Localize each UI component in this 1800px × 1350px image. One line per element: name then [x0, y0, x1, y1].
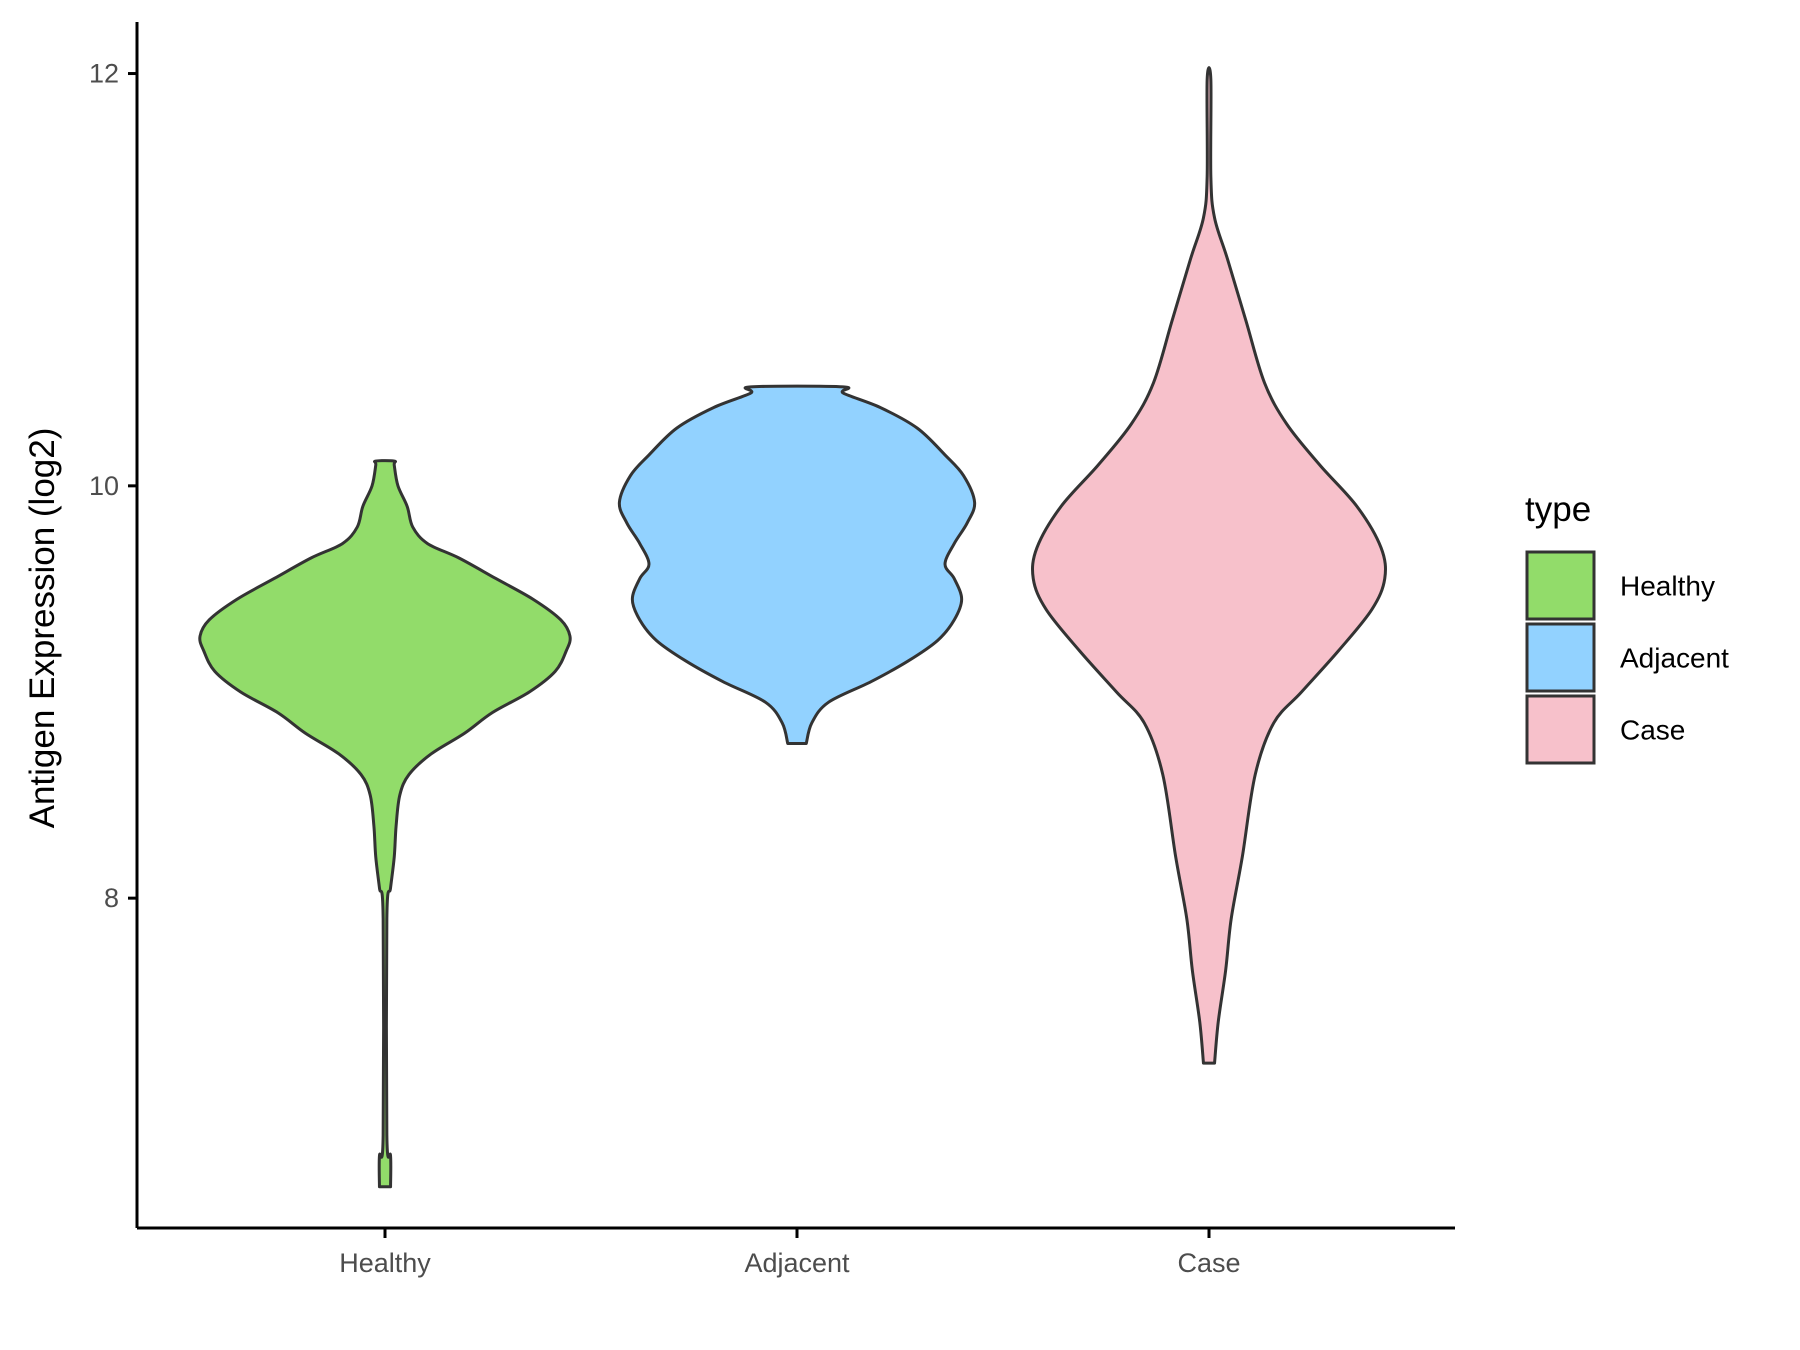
- legend: type Healthy Adjacent Case: [1525, 490, 1729, 765]
- violin-adjacent: [617, 384, 977, 746]
- x-tick-label: Adjacent: [744, 1248, 850, 1278]
- violin-healthy: [198, 459, 572, 1189]
- legend-label-adjacent: Adjacent: [1620, 643, 1729, 674]
- violin-case: [1031, 66, 1387, 1065]
- y-tick-label: 8: [104, 883, 119, 913]
- x-axis-ticks: Healthy Adjacent Case: [339, 1228, 1241, 1278]
- y-axis-ticks: 8 10 12: [89, 59, 137, 913]
- y-tick-label: 10: [89, 471, 119, 501]
- legend-label-case: Case: [1620, 715, 1685, 746]
- plot-area: [198, 66, 1387, 1189]
- y-tick-label: 12: [89, 59, 119, 89]
- legend-title: type: [1525, 490, 1591, 529]
- y-axis-title: Antigen Expression (log2): [23, 428, 62, 829]
- x-tick-label: Healthy: [339, 1248, 431, 1278]
- legend-items: Healthy Adjacent Case: [1525, 550, 1729, 765]
- legend-label-healthy: Healthy: [1620, 571, 1715, 602]
- x-tick-label: Case: [1177, 1248, 1240, 1278]
- legend-key-case: [1525, 694, 1596, 765]
- legend-key-healthy: [1525, 550, 1596, 621]
- legend-key-adjacent: [1525, 622, 1596, 693]
